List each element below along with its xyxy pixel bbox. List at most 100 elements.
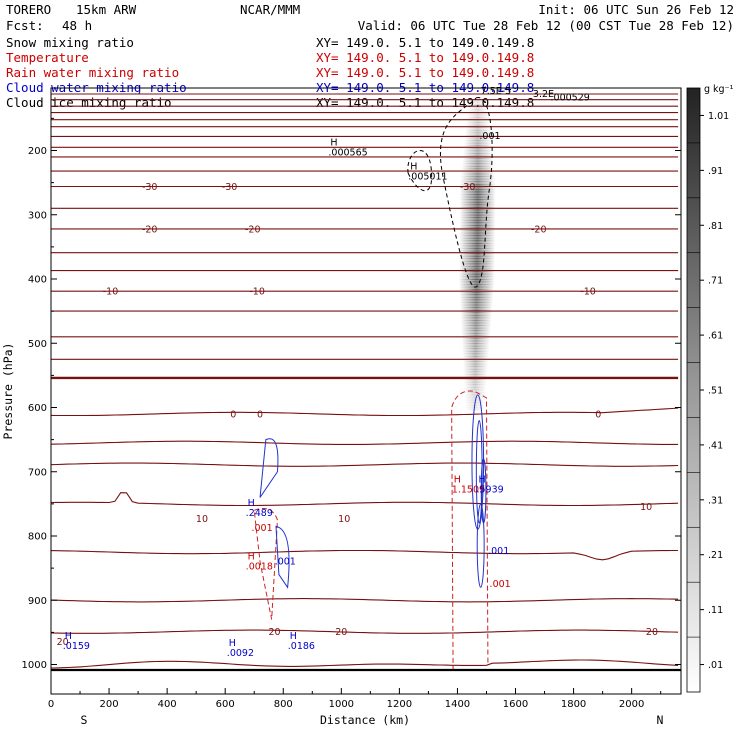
temperature-label: -10 bbox=[249, 287, 265, 298]
x-tick-label: 800 bbox=[274, 699, 293, 710]
forecast-label: Fcst: bbox=[6, 18, 44, 33]
colorbar: g kg⁻¹ .01 .11 .21 .31 .41 .51 .61 .71 .81 .91 1.0… bbox=[686, 84, 734, 693]
snow-shade-band bbox=[467, 99, 488, 103]
snow-shade-band bbox=[460, 314, 492, 319]
y-tick-label: 900 bbox=[28, 596, 47, 607]
model-name: TORERO bbox=[6, 2, 51, 17]
snow-shade-band bbox=[460, 312, 493, 316]
snow-shade-band bbox=[459, 296, 494, 301]
snow-shade-band bbox=[461, 345, 490, 350]
snow-shade-band bbox=[462, 356, 489, 360]
snow-shade-band bbox=[460, 178, 496, 182]
snow-shade-band bbox=[459, 237, 496, 242]
temperature-isotherm bbox=[51, 462, 679, 467]
snow-shade-band bbox=[463, 379, 487, 383]
x-tick-label: 1600 bbox=[503, 699, 528, 710]
snow-shade-band bbox=[459, 232, 496, 236]
maximum-value: .0092 bbox=[227, 648, 254, 659]
temperature-isotherm bbox=[51, 407, 679, 417]
snow-shade-band bbox=[459, 194, 496, 198]
x-tick-label: 600 bbox=[216, 699, 235, 710]
colorbar-label: .31 bbox=[708, 495, 723, 506]
field-xy-range: XY= 149.0. 5.1 to 149.0.149.8 bbox=[316, 95, 534, 110]
temperature-label: 0 bbox=[595, 409, 601, 420]
maxima-labels: H.000565H.005011.000529.001H.2489.001H.0… bbox=[63, 86, 590, 659]
snow-shade-band bbox=[462, 368, 488, 373]
snow-shade-band bbox=[460, 325, 492, 329]
snow-shade-band bbox=[461, 327, 491, 332]
snow-shade-band bbox=[461, 340, 490, 344]
snow-shade-band bbox=[465, 119, 490, 123]
snow-shade-band bbox=[462, 353, 489, 357]
y-tick-label: 200 bbox=[28, 146, 47, 157]
maximum-value: .2489 bbox=[246, 508, 273, 519]
field-name: Cloud ice mixing ratio bbox=[6, 95, 172, 110]
temperature-label: -30 bbox=[460, 182, 476, 193]
temperature-label: -10 bbox=[103, 287, 119, 298]
snow-shade-band bbox=[459, 245, 496, 249]
cloud-water-contour bbox=[275, 525, 290, 589]
snow-shade-band bbox=[462, 366, 488, 370]
temperature-isotherm bbox=[51, 659, 679, 669]
snow-shade-band bbox=[463, 374, 488, 378]
temperature-label: 20 bbox=[646, 627, 658, 638]
maximum-mark: H bbox=[248, 498, 255, 509]
maximum-mark: H bbox=[290, 631, 297, 642]
field-xy-range: XY= 149.0. 5.1 to 149.0.149.8 bbox=[316, 35, 534, 50]
maximum-mark: H bbox=[248, 551, 255, 562]
snow-shade-band bbox=[461, 168, 495, 172]
maximum-value: .0159 bbox=[63, 641, 90, 652]
snow-shade-band bbox=[461, 338, 491, 342]
snow-shade-band bbox=[462, 153, 493, 157]
snow-shade-band bbox=[459, 299, 494, 303]
field-xy-range: XY= 149.0. 5.1 to 149.0.149.8 bbox=[316, 65, 534, 80]
snow-shade-band bbox=[458, 273, 495, 278]
snow-shade-band bbox=[459, 230, 496, 234]
snow-shade-band bbox=[459, 240, 496, 244]
snow-shade-band bbox=[462, 358, 489, 362]
y-tick-label: 500 bbox=[28, 339, 47, 350]
temperature-label: 10 bbox=[196, 514, 208, 525]
snow-shade-band bbox=[463, 386, 487, 391]
field-legend: Snow mixing ratio XY= 149.0. 5.1 to 149.0… bbox=[6, 35, 534, 110]
snow-shade-band bbox=[461, 171, 495, 175]
snow-shade-band bbox=[459, 204, 496, 208]
snow-shade-band bbox=[459, 291, 494, 296]
snow-shade-band bbox=[459, 191, 496, 195]
y-tick-label: 600 bbox=[28, 403, 47, 414]
snow-shade-band bbox=[459, 286, 495, 290]
snow-shade-band bbox=[466, 111, 489, 116]
snow-shade-band bbox=[459, 294, 494, 298]
snow-shade-band bbox=[461, 330, 491, 334]
field-name: Snow mixing ratio bbox=[6, 35, 134, 50]
overlap-label: 3.2E- bbox=[533, 89, 558, 100]
init-time: Init: 06 UTC Sun 26 Feb 12 bbox=[538, 2, 734, 17]
temperature-isotherm bbox=[51, 629, 679, 634]
y-axis-label: Pressure (hPa) bbox=[1, 343, 15, 440]
maximum-mark: H bbox=[454, 474, 461, 485]
temperature-label: -10 bbox=[580, 287, 596, 298]
snow-shade-band bbox=[462, 350, 490, 355]
snow-shade-band bbox=[459, 253, 496, 257]
organization: NCAR/MMM bbox=[240, 2, 300, 17]
snow-shade-band bbox=[463, 371, 488, 375]
maximum-value: .001 bbox=[490, 579, 511, 590]
snow-shade-band bbox=[462, 158, 494, 162]
rain-water-contour bbox=[451, 390, 489, 671]
colorbar-label: .11 bbox=[708, 605, 723, 616]
snow-shade-band bbox=[458, 271, 495, 275]
snow-shade-band bbox=[465, 127, 491, 131]
x-axis-label: Distance (km) bbox=[320, 713, 410, 727]
snow-shade-band bbox=[463, 142, 492, 146]
temperature-isotherm bbox=[51, 598, 679, 603]
forecast-hours: 48 h bbox=[62, 18, 92, 33]
temperature-label: 20 bbox=[335, 627, 347, 638]
maximum-value: .005011 bbox=[408, 171, 447, 182]
colorbar-label: .91 bbox=[708, 166, 723, 177]
colorbar-unit: g kg⁻¹ bbox=[704, 84, 734, 95]
snow-shade-band bbox=[464, 397, 486, 401]
snow-shade-band bbox=[462, 160, 494, 164]
snow-shade-band bbox=[459, 199, 496, 203]
temperature-label: 20 bbox=[269, 627, 281, 638]
maximum-value: .000529 bbox=[551, 92, 590, 103]
